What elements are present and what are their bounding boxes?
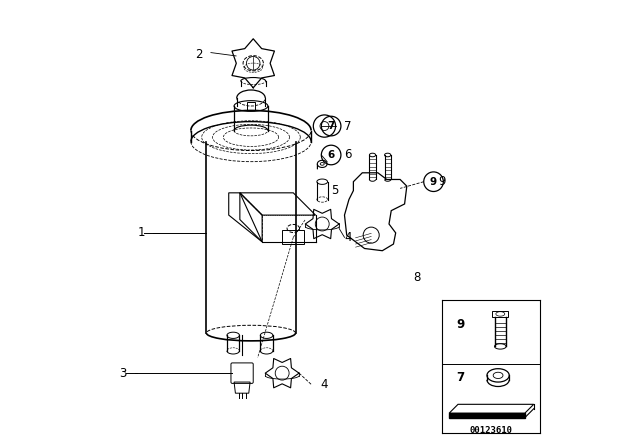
Text: 7: 7 [328,121,335,131]
Text: 1: 1 [138,226,145,239]
Text: 7: 7 [456,371,464,384]
Text: 3: 3 [120,366,127,379]
Text: 4: 4 [344,231,352,244]
Text: 9: 9 [438,175,445,188]
Text: 6: 6 [328,150,335,160]
Polygon shape [449,413,525,418]
Text: 4: 4 [320,378,328,391]
Text: 5: 5 [331,184,339,197]
Text: 9: 9 [456,318,465,331]
Polygon shape [492,311,508,318]
Text: 00123610: 00123610 [470,426,513,435]
Text: 7: 7 [344,120,352,133]
Text: 6: 6 [344,148,352,161]
Text: 2: 2 [195,48,203,61]
Text: 8: 8 [413,271,421,284]
Text: 9: 9 [430,177,437,187]
